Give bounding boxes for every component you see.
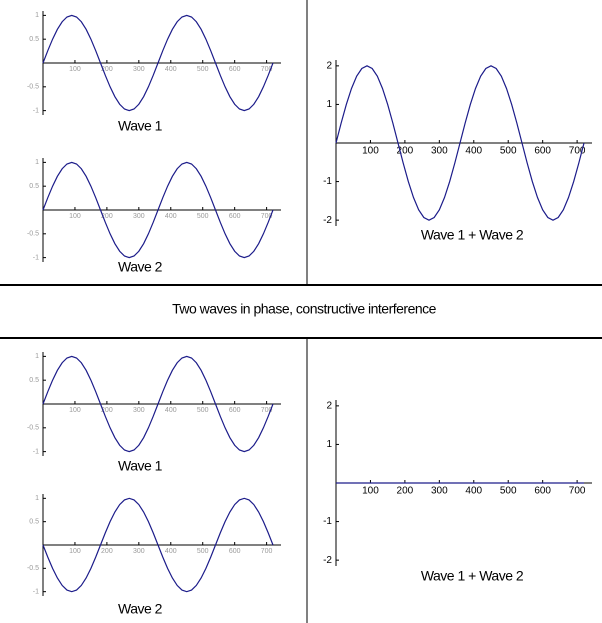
x-tick-label: 700 [261, 548, 273, 555]
x-tick-label: 500 [197, 407, 209, 414]
y-tick-label: -1 [33, 448, 39, 455]
y-tick-label: -1 [323, 176, 332, 187]
y-tick-label: 2 [326, 60, 332, 71]
x-tick-label: 600 [229, 407, 241, 414]
wave-line [335, 65, 585, 221]
x-tick-label: 600 [229, 548, 241, 555]
x-tick-label: 300 [431, 486, 448, 497]
y-tick-label: -1 [33, 254, 39, 261]
x-tick-label: 400 [165, 548, 177, 555]
x-tick-label: 100 [69, 548, 81, 555]
x-tick-label: 300 [133, 66, 145, 73]
x-tick-label: 300 [431, 146, 448, 157]
x-tick-label: 400 [165, 66, 177, 73]
chart-title: Wave 2 [118, 259, 163, 275]
x-tick-label: 100 [362, 486, 379, 497]
wave-line [42, 355, 274, 453]
x-tick-label: 300 [133, 548, 145, 555]
y-tick-label: -2 [323, 555, 332, 566]
x-tick-label: 600 [534, 146, 551, 157]
x-tick-label: 100 [69, 213, 81, 220]
x-tick-label: 400 [165, 407, 177, 414]
chart-title: Wave 1 + Wave 2 [421, 568, 524, 584]
x-tick-label: 500 [500, 146, 517, 157]
y-tick-label: 1 [35, 353, 39, 360]
y-tick-label: 2 [326, 400, 332, 411]
x-tick-label: 700 [569, 486, 586, 497]
x-tick-label: 200 [101, 66, 113, 73]
x-tick-label: 400 [465, 146, 482, 157]
x-tick-label: 500 [197, 66, 209, 73]
x-tick-label: 500 [500, 486, 517, 497]
y-tick-label: -2 [323, 215, 332, 226]
chart-title: Wave 1 [118, 458, 163, 474]
y-tick-label: -0.5 [27, 84, 39, 91]
x-tick-label: 500 [197, 548, 209, 555]
x-tick-label: 300 [133, 213, 145, 220]
y-tick-label: 0.5 [29, 377, 39, 384]
x-tick-label: 200 [101, 213, 113, 220]
x-tick-label: 700 [569, 146, 586, 157]
x-tick-label: 200 [397, 486, 414, 497]
x-tick-label: 100 [69, 66, 81, 73]
chart-title: Wave 1 [118, 118, 163, 134]
x-tick-label: 600 [229, 66, 241, 73]
y-tick-label: -1 [33, 107, 39, 114]
y-tick-label: -0.5 [27, 425, 39, 432]
x-tick-label: 300 [133, 407, 145, 414]
x-tick-label: 400 [465, 486, 482, 497]
y-tick-label: 1 [35, 495, 39, 502]
y-tick-label: 0.5 [29, 36, 39, 43]
x-tick-label: 600 [534, 486, 551, 497]
x-tick-label: 200 [101, 548, 113, 555]
wave-line [42, 14, 274, 112]
y-tick-label: 1 [35, 159, 39, 166]
x-tick-label: 500 [197, 213, 209, 220]
y-tick-label: 1 [326, 439, 332, 450]
chart-title: Wave 1 + Wave 2 [421, 227, 524, 243]
x-tick-label: 400 [165, 213, 177, 220]
y-tick-label: 1 [35, 12, 39, 19]
x-tick-label: 100 [362, 146, 379, 157]
caption: Two waves in phase, constructive interfe… [172, 301, 437, 317]
x-tick-label: 200 [101, 407, 113, 414]
wave-line [42, 161, 274, 259]
x-tick-label: 700 [261, 66, 273, 73]
x-tick-label: 200 [397, 146, 414, 157]
x-tick-label: 600 [229, 213, 241, 220]
y-tick-label: 0.5 [29, 183, 39, 190]
x-tick-label: 700 [261, 213, 273, 220]
y-tick-label: -0.5 [27, 565, 39, 572]
x-tick-label: 700 [261, 407, 273, 414]
wave-line [42, 497, 274, 593]
y-tick-label: 1 [326, 99, 332, 110]
y-tick-label: -1 [33, 589, 39, 596]
chart-title: Wave 2 [118, 601, 163, 617]
y-tick-label: -0.5 [27, 231, 39, 238]
x-tick-label: 100 [69, 407, 81, 414]
y-tick-label: 0.5 [29, 519, 39, 526]
y-tick-label: -1 [323, 516, 332, 527]
